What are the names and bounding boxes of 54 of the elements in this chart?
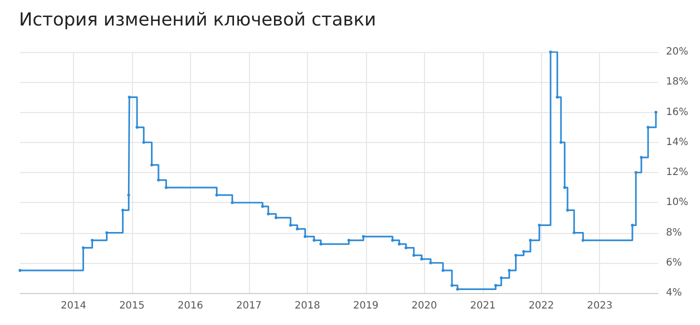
- point: [150, 163, 154, 166]
- point: [82, 246, 85, 250]
- point: [630, 224, 634, 227]
- x-tick-label: 2018: [294, 300, 320, 312]
- point: [127, 194, 130, 197]
- x-tick-label: 2014: [60, 300, 86, 312]
- point: [128, 96, 131, 99]
- point: [456, 288, 460, 291]
- point: [274, 216, 278, 220]
- point: [654, 110, 658, 114]
- y-tick-label: 14%: [666, 136, 688, 148]
- y-tick-label: 4%: [666, 288, 682, 298]
- point: [634, 171, 638, 174]
- y-tick-label: 18%: [666, 76, 688, 88]
- y-tick-label: 16%: [666, 106, 688, 118]
- point: [296, 227, 299, 230]
- x-tick-label: 2022: [528, 300, 554, 312]
- point: [18, 268, 22, 272]
- y-tick-label: 8%: [666, 227, 682, 238]
- x-tick-label: 2015: [119, 300, 145, 312]
- point: [266, 212, 270, 216]
- x-tick-label: 2020: [412, 300, 437, 312]
- point: [398, 242, 401, 246]
- point: [90, 238, 94, 242]
- point: [566, 208, 570, 212]
- y-tick-label: 12%: [666, 167, 688, 178]
- y-tick-label: 10%: [666, 197, 688, 208]
- point: [121, 208, 124, 212]
- x-tick-label: 2017: [236, 300, 262, 312]
- point: [362, 235, 365, 238]
- x-tick-label: 2021: [470, 300, 496, 312]
- point: [640, 156, 643, 159]
- x-tick-label: 2016: [178, 300, 204, 312]
- point: [556, 96, 559, 99]
- point: [142, 140, 146, 144]
- point: [528, 238, 532, 242]
- point: [230, 201, 234, 204]
- point: [563, 186, 566, 190]
- point: [508, 268, 511, 272]
- point: [420, 258, 424, 261]
- point: [559, 140, 562, 144]
- point: [289, 224, 292, 227]
- y-tick-label: 20%: [666, 46, 688, 58]
- chart-title: История изменений ключевой ставки: [19, 10, 376, 30]
- point: [164, 186, 168, 190]
- point: [319, 242, 322, 246]
- point: [412, 254, 416, 257]
- x-tick-label: 2023: [586, 300, 612, 312]
- point: [500, 276, 503, 280]
- x-tick-label: 2019: [353, 300, 379, 312]
- point: [215, 194, 218, 197]
- point: [646, 126, 650, 129]
- y-tick-label: 6%: [666, 257, 682, 268]
- point: [514, 254, 518, 257]
